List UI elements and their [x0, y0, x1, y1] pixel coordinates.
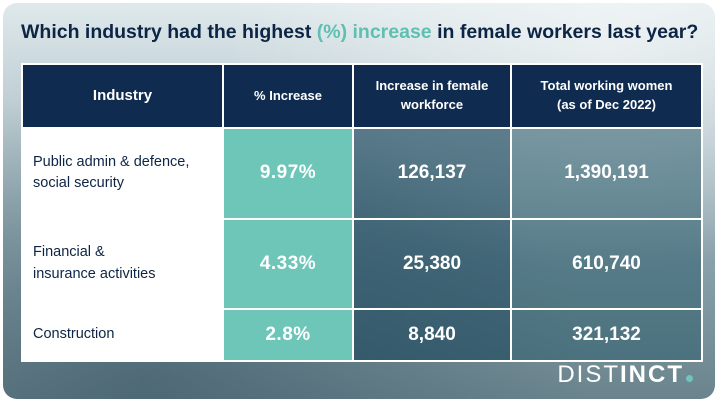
title-text-end: in female workers last year?	[431, 21, 699, 43]
industry-line1: Construction	[33, 326, 115, 343]
industry-line2: social security	[33, 175, 125, 192]
title-highlight: (%) increase	[316, 21, 432, 43]
industry-cell: Public admin & defence, social security	[21, 127, 224, 220]
title-text-start: Which industry had the highest	[21, 21, 317, 43]
industry-line1: Financial &	[33, 244, 105, 261]
increase-cell: 126,137	[352, 127, 512, 220]
header-increase-workforce: Increase in female workforce	[352, 63, 512, 129]
brand-text-light: DIST	[557, 361, 620, 388]
pct-cell: 2.8%	[222, 308, 354, 362]
increase-cell: 25,380	[352, 217, 512, 311]
brand-logo: DISTINCT	[557, 361, 693, 389]
header-total-women: Total working women (as of Dec 2022)	[510, 63, 703, 129]
table-header-row: Industry % Increase Increase in female wo…	[21, 63, 703, 129]
table-row: Construction 2.8% 8,840 321,132	[21, 308, 703, 362]
industry-table: Industry % Increase Increase in female wo…	[21, 63, 703, 362]
industry-line1: Public admin & defence,	[33, 153, 190, 170]
header-industry: Industry	[21, 63, 224, 129]
header-total-line1: Total working women	[540, 78, 673, 94]
increase-cell: 8,840	[352, 308, 512, 362]
total-cell: 610,740	[510, 217, 703, 311]
pct-cell: 4.33%	[222, 217, 354, 311]
header-pct-increase: % Increase	[222, 63, 354, 129]
header-total-line2: (as of Dec 2022)	[557, 97, 656, 112]
brand-text-bold: INCT	[620, 361, 684, 388]
table-row: Public admin & defence, social security 9…	[21, 127, 703, 220]
brand-dot-icon	[686, 375, 693, 382]
header-increase-line1: Increase in female	[375, 78, 489, 94]
industry-line2: insurance activities	[33, 265, 156, 282]
infographic-card: Which industry had the highest (%) incre…	[3, 3, 715, 399]
page-title: Which industry had the highest (%) incre…	[21, 21, 711, 44]
pct-cell: 9.97%	[222, 127, 354, 220]
table-row: Financial & insurance activities 4.33% 25…	[21, 217, 703, 311]
industry-cell: Financial & insurance activities	[21, 217, 224, 311]
industry-cell: Construction	[21, 308, 224, 362]
header-increase-line2: workforce	[400, 97, 464, 112]
total-cell: 321,132	[510, 308, 703, 362]
total-cell: 1,390,191	[510, 127, 703, 220]
